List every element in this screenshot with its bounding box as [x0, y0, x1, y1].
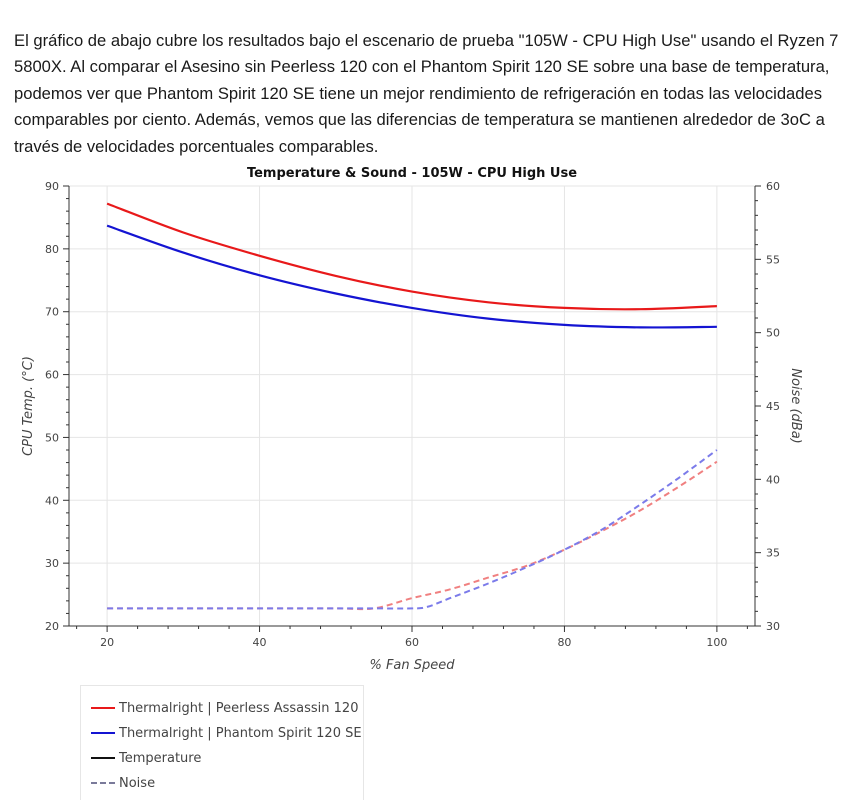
legend-label: Thermalright | Phantom Spirit 120 SE: [119, 725, 362, 741]
legend-label: Thermalright | Peerless Assassin 120: [119, 700, 359, 716]
x-tick-label: 100: [706, 636, 727, 649]
series-phantom-temperature: [106, 224, 717, 329]
y-tick-label: 40: [45, 494, 59, 507]
legend-swatch-assassin: [91, 707, 115, 709]
x-axis-label: % Fan Speed: [369, 658, 455, 673]
chart-legend: Thermalright | Peerless Assassin 120 The…: [80, 685, 364, 800]
y-tick-label: 50: [45, 431, 59, 444]
y-axis-label: CPU Temp. (°C): [21, 356, 36, 456]
series-phantom-noise: [107, 449, 718, 610]
y-tick-label: 80: [45, 243, 59, 256]
y2-tick-label: 60: [766, 180, 780, 193]
y2-tick-label: 45: [766, 400, 780, 413]
intro-paragraph: El gráfico de abajo cubre los resultados…: [14, 31, 839, 156]
legend-swatch-temperature: [91, 757, 115, 759]
legend-item-temperature: Temperature: [91, 748, 201, 768]
axes: 20 30 40 50 60 70 80 90 30 35 40 45 50 55 60 20 40 60 80 10…: [45, 180, 780, 649]
legend-swatch-phantom: [91, 732, 115, 734]
y2-axis-label: Noise (dBa): [788, 368, 803, 443]
x-tick-label: 40: [253, 636, 267, 649]
y-tick-label: 30: [45, 557, 59, 570]
legend-item-phantom: Thermalright | Phantom Spirit 120 SE: [91, 723, 362, 743]
y2-tick-label: 40: [766, 473, 780, 486]
x-tick-label: 20: [100, 636, 114, 649]
y2-tick-label: 50: [766, 327, 780, 340]
y-tick-label: 70: [45, 306, 59, 319]
legend-label: Temperature: [119, 750, 202, 766]
y2-tick-label: 30: [766, 620, 780, 633]
series-lines: [106, 202, 718, 611]
x-tick-label: 60: [405, 636, 419, 649]
legend-item-noise: Noise: [91, 773, 155, 793]
y2-tick-label: 55: [766, 253, 780, 266]
grid-lines: [69, 185, 755, 627]
y-tick-label: 60: [45, 369, 59, 382]
y2-tick-label: 35: [766, 547, 780, 560]
y-tick-label: 90: [45, 180, 59, 193]
series-assassin-temperature: [106, 202, 717, 311]
legend-swatch-noise: [91, 782, 115, 784]
legend-item-assassin: Thermalright | Peerless Assassin 120: [91, 698, 358, 718]
y-tick-label: 20: [45, 620, 59, 633]
x-tick-label: 80: [557, 636, 571, 649]
chart-title: Temperature & Sound - 105W - CPU High Us…: [247, 166, 577, 181]
legend-label: Noise: [119, 775, 156, 791]
